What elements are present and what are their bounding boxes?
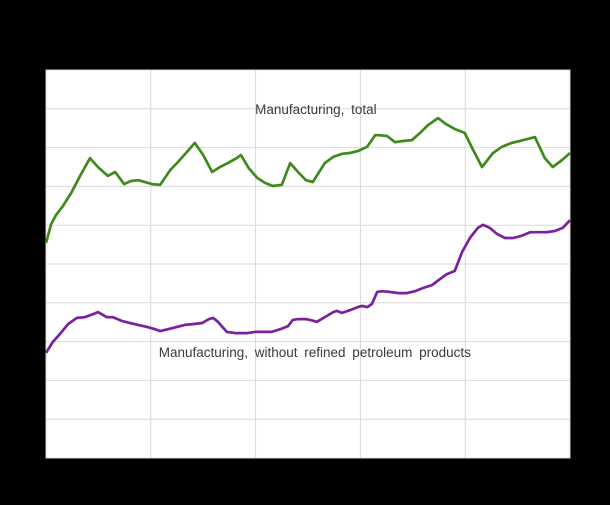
series-line-manufacturing-without-refined-petroleum-products xyxy=(44,219,571,354)
series-label-manufacturing-without-refined-petroleum-products: Manufacturing, without refined petroleum… xyxy=(159,345,471,360)
series-line-manufacturing-total xyxy=(44,116,571,244)
series-label-manufacturing-total: Manufacturing, total xyxy=(255,102,377,117)
plot-border xyxy=(45,69,571,459)
